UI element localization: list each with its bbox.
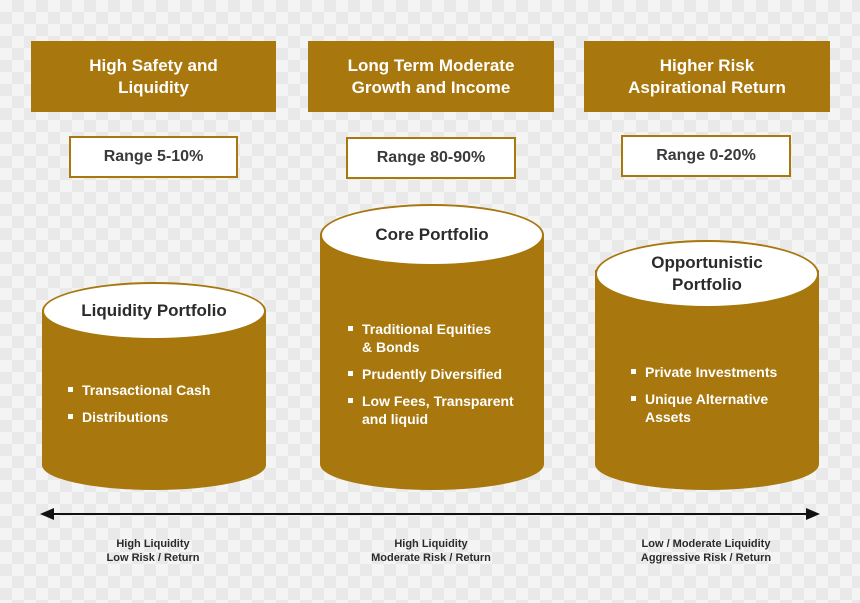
header-high-safety: High Safety and Liquidity xyxy=(31,41,276,112)
bullet-item: Distributions xyxy=(66,408,210,426)
bullet-line: Unique Alternative xyxy=(645,391,769,407)
bullet-item: Transactional Cash xyxy=(66,381,210,399)
portfolio-title: Core Portfolio xyxy=(320,204,544,266)
bullet-list: Transactional Cash Distributions xyxy=(66,381,210,435)
bullet-item: Traditional Equities & Bonds xyxy=(346,320,514,356)
range-label: Range 0-20% xyxy=(656,147,756,164)
core-portfolio-cylinder: Core Portfolio Traditional Equities & Bon… xyxy=(320,204,544,490)
axis-label-line: High Liquidity xyxy=(394,538,468,550)
bullet-item: Private Investments xyxy=(629,363,777,381)
axis-label-line: Moderate Risk / Return xyxy=(371,552,491,564)
bullet-line: & Bonds xyxy=(362,339,420,355)
header-higher-risk: Higher Risk Aspirational Return xyxy=(584,41,830,112)
portfolio-title-text: Liquidity Portfolio xyxy=(81,301,227,320)
axis-label-center: High Liquidity Moderate Risk / Return xyxy=(321,537,541,565)
header-line: Growth and Income xyxy=(351,77,511,97)
bullet-item: Low Fees, Transparent and liquid xyxy=(346,392,514,428)
header-line: Higher Risk xyxy=(659,55,755,75)
portfolio-title-text: Portfolio xyxy=(672,275,742,294)
opportunistic-portfolio-cylinder: Opportunistic Portfolio Private Investmen… xyxy=(595,240,819,490)
double-headed-arrow-icon xyxy=(40,508,820,520)
bullet-line: Traditional Equities xyxy=(362,321,492,337)
axis-label-line: Low / Moderate Liquidity xyxy=(641,538,771,550)
range-label: Range 5-10% xyxy=(103,148,204,165)
portfolio-title-text: Opportunistic xyxy=(651,253,763,272)
range-label: Range 80-90% xyxy=(376,149,486,166)
bullet-list: Private Investments Unique Alternative As… xyxy=(629,363,777,435)
cylinder-body xyxy=(320,234,544,464)
axis-label-line: High Liquidity xyxy=(116,538,190,550)
bullet-item: Unique Alternative Assets xyxy=(629,390,777,426)
axis-label-right: Low / Moderate Liquidity Aggressive Risk … xyxy=(596,537,816,565)
range-box-opportunistic: Range 0-20% xyxy=(621,135,791,177)
axis-label-line: Aggressive Risk / Return xyxy=(640,552,772,564)
header-line: High Safety and xyxy=(89,55,218,75)
range-box-core: Range 80-90% xyxy=(346,137,516,179)
header-long-term-moderate: Long Term Moderate Growth and Income xyxy=(308,41,554,112)
bullet-line: Prudently Diversified xyxy=(362,366,503,382)
header-line: Aspirational Return xyxy=(628,77,786,97)
bullet-line: Private Investments xyxy=(645,364,778,380)
bullet-item: Prudently Diversified xyxy=(346,365,514,383)
liquidity-portfolio-cylinder: Liquidity Portfolio Transactional Cash D… xyxy=(42,282,266,490)
range-box-liquidity: Range 5-10% xyxy=(69,136,238,178)
portfolio-title-text: Core Portfolio xyxy=(375,225,489,244)
bullet-line: Assets xyxy=(645,409,691,425)
axis-label-line: Low Risk / Return xyxy=(106,552,200,564)
bullet-list: Traditional Equities & Bonds Prudently Di… xyxy=(346,320,514,437)
bullet-line: and liquid xyxy=(362,411,429,427)
header-line: Liquidity xyxy=(118,77,189,97)
header-line: Long Term Moderate xyxy=(347,55,515,75)
portfolio-title: Liquidity Portfolio xyxy=(42,282,266,340)
axis-label-left: High Liquidity Low Risk / Return xyxy=(43,537,263,565)
portfolio-title: Opportunistic Portfolio xyxy=(595,240,819,308)
bullet-line: Low Fees, Transparent xyxy=(362,393,514,409)
